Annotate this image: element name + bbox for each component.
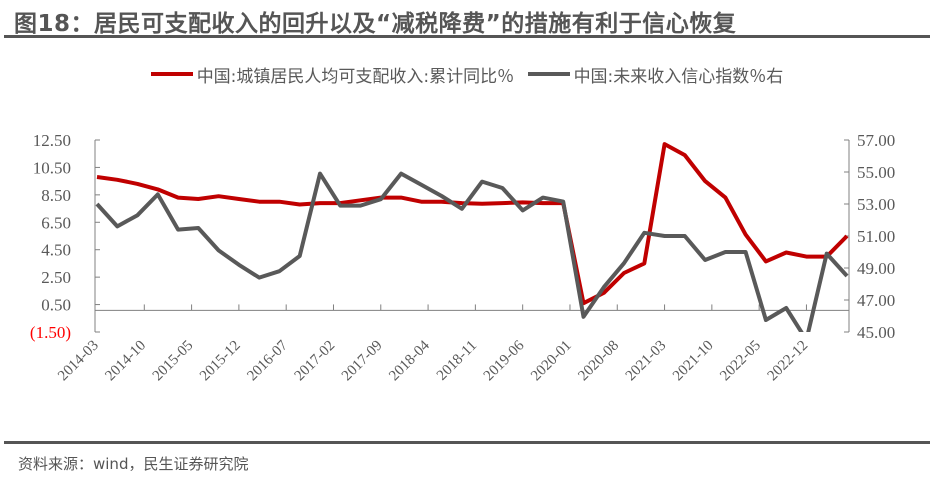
x-tick-label: 2014-10	[102, 338, 149, 385]
x-tick-label: 2016-07	[244, 337, 291, 384]
x-tick-label: 2019-06	[481, 337, 528, 384]
left-tick-label: 8.50	[41, 186, 71, 205]
legend-label-income: 中国:城镇居民人均可支配收入:累计同比％	[196, 66, 515, 87]
x-tick-label: 2017-09	[339, 338, 386, 385]
line-chart: 12.50 10.50 8.50 6.50 4.50 2.50 0.50 (1.50) 57.0…	[30, 131, 895, 385]
legend-label-confidence: 中国:未来收入信心指数％右	[573, 66, 784, 87]
x-tick-label: 2020-08	[575, 338, 622, 385]
right-tick-label: 49.00	[857, 259, 895, 278]
x-tick-label: 2021-10	[670, 338, 717, 385]
source-note: 资料来源：wind，民生证券研究院	[18, 455, 249, 473]
title-divider	[4, 35, 930, 38]
x-tick-label: 2018-11	[434, 338, 480, 384]
chart-legend: 中国:城镇居民人均可支配收入:累计同比％ 中国:未来收入信心指数％右	[0, 61, 934, 87]
left-tick-label: 0.50	[41, 296, 71, 315]
chart-title: 图18：居民可支配收入的回升以及“减税降费”的措施有利于信心恢复	[14, 11, 737, 37]
left-tick-label: 6.50	[41, 213, 71, 232]
right-tick-label: 55.00	[857, 163, 895, 182]
left-tick-label: (1.50)	[30, 323, 71, 342]
left-tick-label: 2.50	[41, 268, 71, 287]
right-tick-label: 45.00	[857, 323, 895, 342]
series-line-income-growth	[96, 142, 849, 306]
x-tick-label: 2017-02	[292, 338, 339, 385]
legend-item-confidence: 中国:未来收入信心指数％右	[527, 62, 784, 87]
x-tick-label: 2020-01	[528, 338, 575, 385]
legend-item-income: 中国:城镇居民人均可支配收入:累计同比％	[150, 62, 515, 87]
legend-swatch-income	[150, 72, 193, 76]
x-tick-label: 2022-05	[717, 338, 764, 385]
x-tick-label: 2015-05	[150, 338, 197, 385]
left-tick-label: 10.50	[33, 158, 71, 177]
x-tick-label: 2018-04	[386, 337, 433, 384]
right-tick-label: 53.00	[857, 195, 895, 214]
footer-divider	[4, 441, 930, 444]
left-tick-label: 4.50	[41, 241, 71, 260]
series-line-income-confidence	[95, 171, 849, 332]
x-tick-label: 2022-12	[765, 338, 812, 385]
left-tick-label: 12.50	[33, 131, 71, 150]
right-tick-label: 57.00	[857, 131, 895, 150]
x-tick-label: 2015-12	[197, 338, 244, 385]
right-tick-label: 51.00	[857, 227, 895, 246]
right-tick-label: 47.00	[857, 291, 895, 310]
x-tick-label: 2014-03	[55, 338, 102, 385]
legend-swatch-confidence	[527, 72, 570, 76]
x-tick-label: 2021-03	[623, 338, 670, 385]
